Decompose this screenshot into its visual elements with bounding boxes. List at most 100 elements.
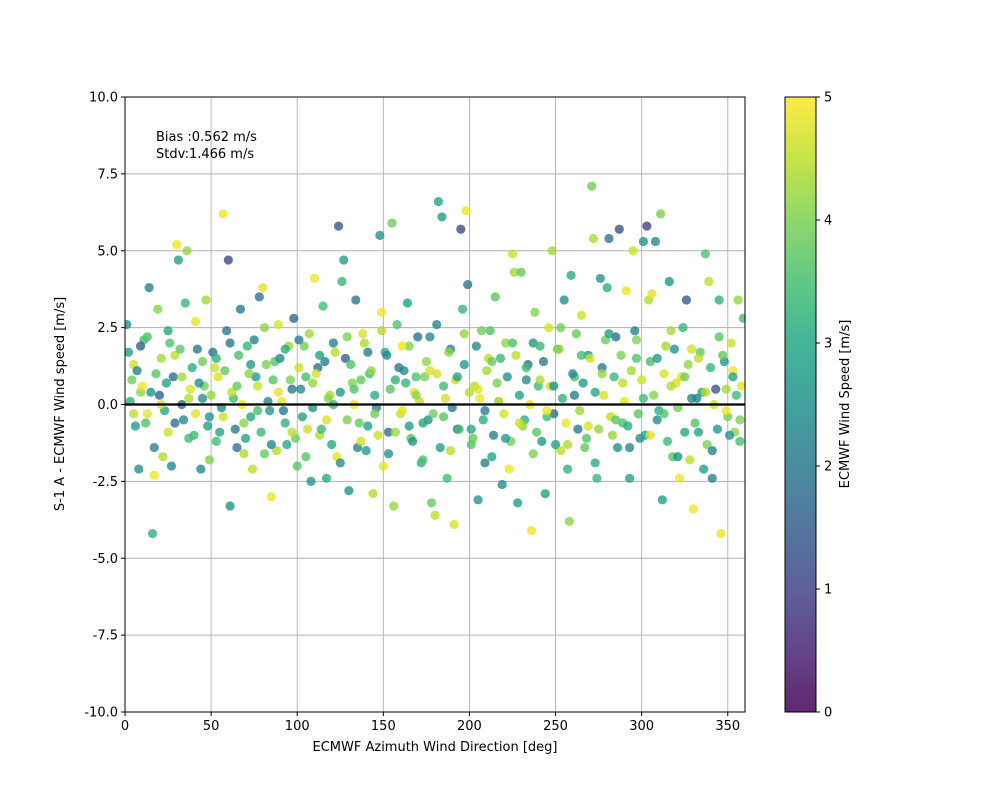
- data-point: [316, 424, 326, 434]
- data-point: [511, 350, 521, 360]
- data-point: [449, 519, 459, 530]
- data-point: [475, 393, 485, 403]
- data-point: [471, 341, 481, 351]
- x-axis: 0 50 100 150 200 250 300 350: [121, 712, 740, 734]
- data-point: [132, 366, 142, 376]
- colorbar-label: ECMWF Wind Speed [m/s]: [838, 320, 853, 489]
- data-point: [246, 412, 256, 422]
- data-point: [652, 415, 662, 425]
- data-point: [383, 449, 394, 459]
- data-point: [392, 319, 402, 330]
- colorbar: [784, 96, 817, 713]
- data-point: [185, 384, 196, 394]
- data-point: [278, 406, 289, 416]
- data-point: [521, 363, 531, 373]
- data-point: [452, 372, 462, 382]
- data-point: [211, 353, 221, 363]
- data-point: [251, 372, 261, 382]
- data-point: [430, 510, 440, 520]
- y-tick-label: 5.0: [97, 244, 118, 259]
- data-point: [240, 433, 251, 443]
- data-point: [259, 323, 270, 333]
- data-point: [693, 353, 704, 363]
- data-point: [561, 418, 571, 428]
- data-point: [542, 406, 552, 416]
- data-point: [304, 329, 314, 339]
- x-tick-label: 150: [371, 719, 396, 734]
- data-point: [239, 418, 249, 428]
- data-point: [435, 442, 445, 453]
- data-point: [454, 424, 464, 434]
- data-point: [397, 341, 407, 351]
- data-point: [699, 464, 709, 474]
- data-point: [626, 366, 636, 376]
- data-point: [232, 442, 242, 453]
- data-point: [538, 356, 549, 367]
- data-point: [700, 387, 710, 397]
- data-point: [724, 430, 735, 440]
- data-point: [473, 384, 483, 394]
- x-tick-label: 300: [629, 719, 654, 734]
- data-point: [377, 307, 387, 317]
- data-point: [528, 338, 538, 348]
- data-point: [351, 295, 361, 305]
- data-point: [344, 486, 354, 496]
- data-point: [502, 372, 512, 382]
- data-point: [411, 372, 421, 382]
- stdv-annotation: Stdv:1.466 m/s: [156, 147, 254, 162]
- data-point: [168, 372, 178, 382]
- data-point: [576, 310, 586, 320]
- data-point: [359, 338, 369, 348]
- data-point: [402, 298, 413, 308]
- data-point: [535, 341, 545, 351]
- data-point: [382, 350, 392, 360]
- data-point: [433, 196, 444, 207]
- data-point: [628, 246, 638, 256]
- data-point: [683, 359, 693, 370]
- data-point: [142, 332, 152, 342]
- data-point: [361, 446, 371, 456]
- data-point: [480, 458, 490, 468]
- data-point: [690, 418, 700, 428]
- data-point: [271, 446, 282, 456]
- data-point: [597, 369, 607, 379]
- data-point: [194, 378, 204, 388]
- data-point: [280, 344, 290, 354]
- data-point: [390, 375, 400, 385]
- data-point: [501, 433, 511, 443]
- data-point: [418, 455, 428, 465]
- data-point: [664, 276, 674, 287]
- data-point: [346, 359, 356, 370]
- data-point: [532, 427, 542, 437]
- data-point: [175, 344, 185, 354]
- data-point: [158, 452, 168, 462]
- data-point: [507, 249, 518, 259]
- data-point: [687, 393, 697, 403]
- data-point: [261, 359, 271, 370]
- data-point: [563, 464, 573, 474]
- data-point: [141, 418, 151, 428]
- data-point: [630, 326, 640, 336]
- data-point: [573, 424, 583, 434]
- data-point: [480, 406, 490, 416]
- data-point: [588, 233, 599, 244]
- data-point: [383, 427, 394, 437]
- data-point: [499, 409, 509, 419]
- data-point: [273, 387, 283, 397]
- x-tick-label: 0: [121, 719, 129, 734]
- data-point: [404, 341, 414, 351]
- data-point: [457, 304, 468, 314]
- data-point: [253, 406, 263, 416]
- data-point: [137, 381, 147, 391]
- data-point: [604, 329, 614, 339]
- data-point: [595, 273, 605, 284]
- data-point: [177, 372, 187, 382]
- data-point: [225, 338, 235, 348]
- colorbar-axis: 0 1 2 3 4 5: [816, 91, 832, 721]
- data-point: [705, 363, 716, 373]
- data-point: [704, 276, 714, 287]
- data-point: [637, 375, 647, 385]
- x-axis-label: ECMWF Azimuth Wind Direction [deg]: [313, 740, 558, 755]
- data-point: [421, 356, 431, 367]
- data-point: [662, 436, 673, 446]
